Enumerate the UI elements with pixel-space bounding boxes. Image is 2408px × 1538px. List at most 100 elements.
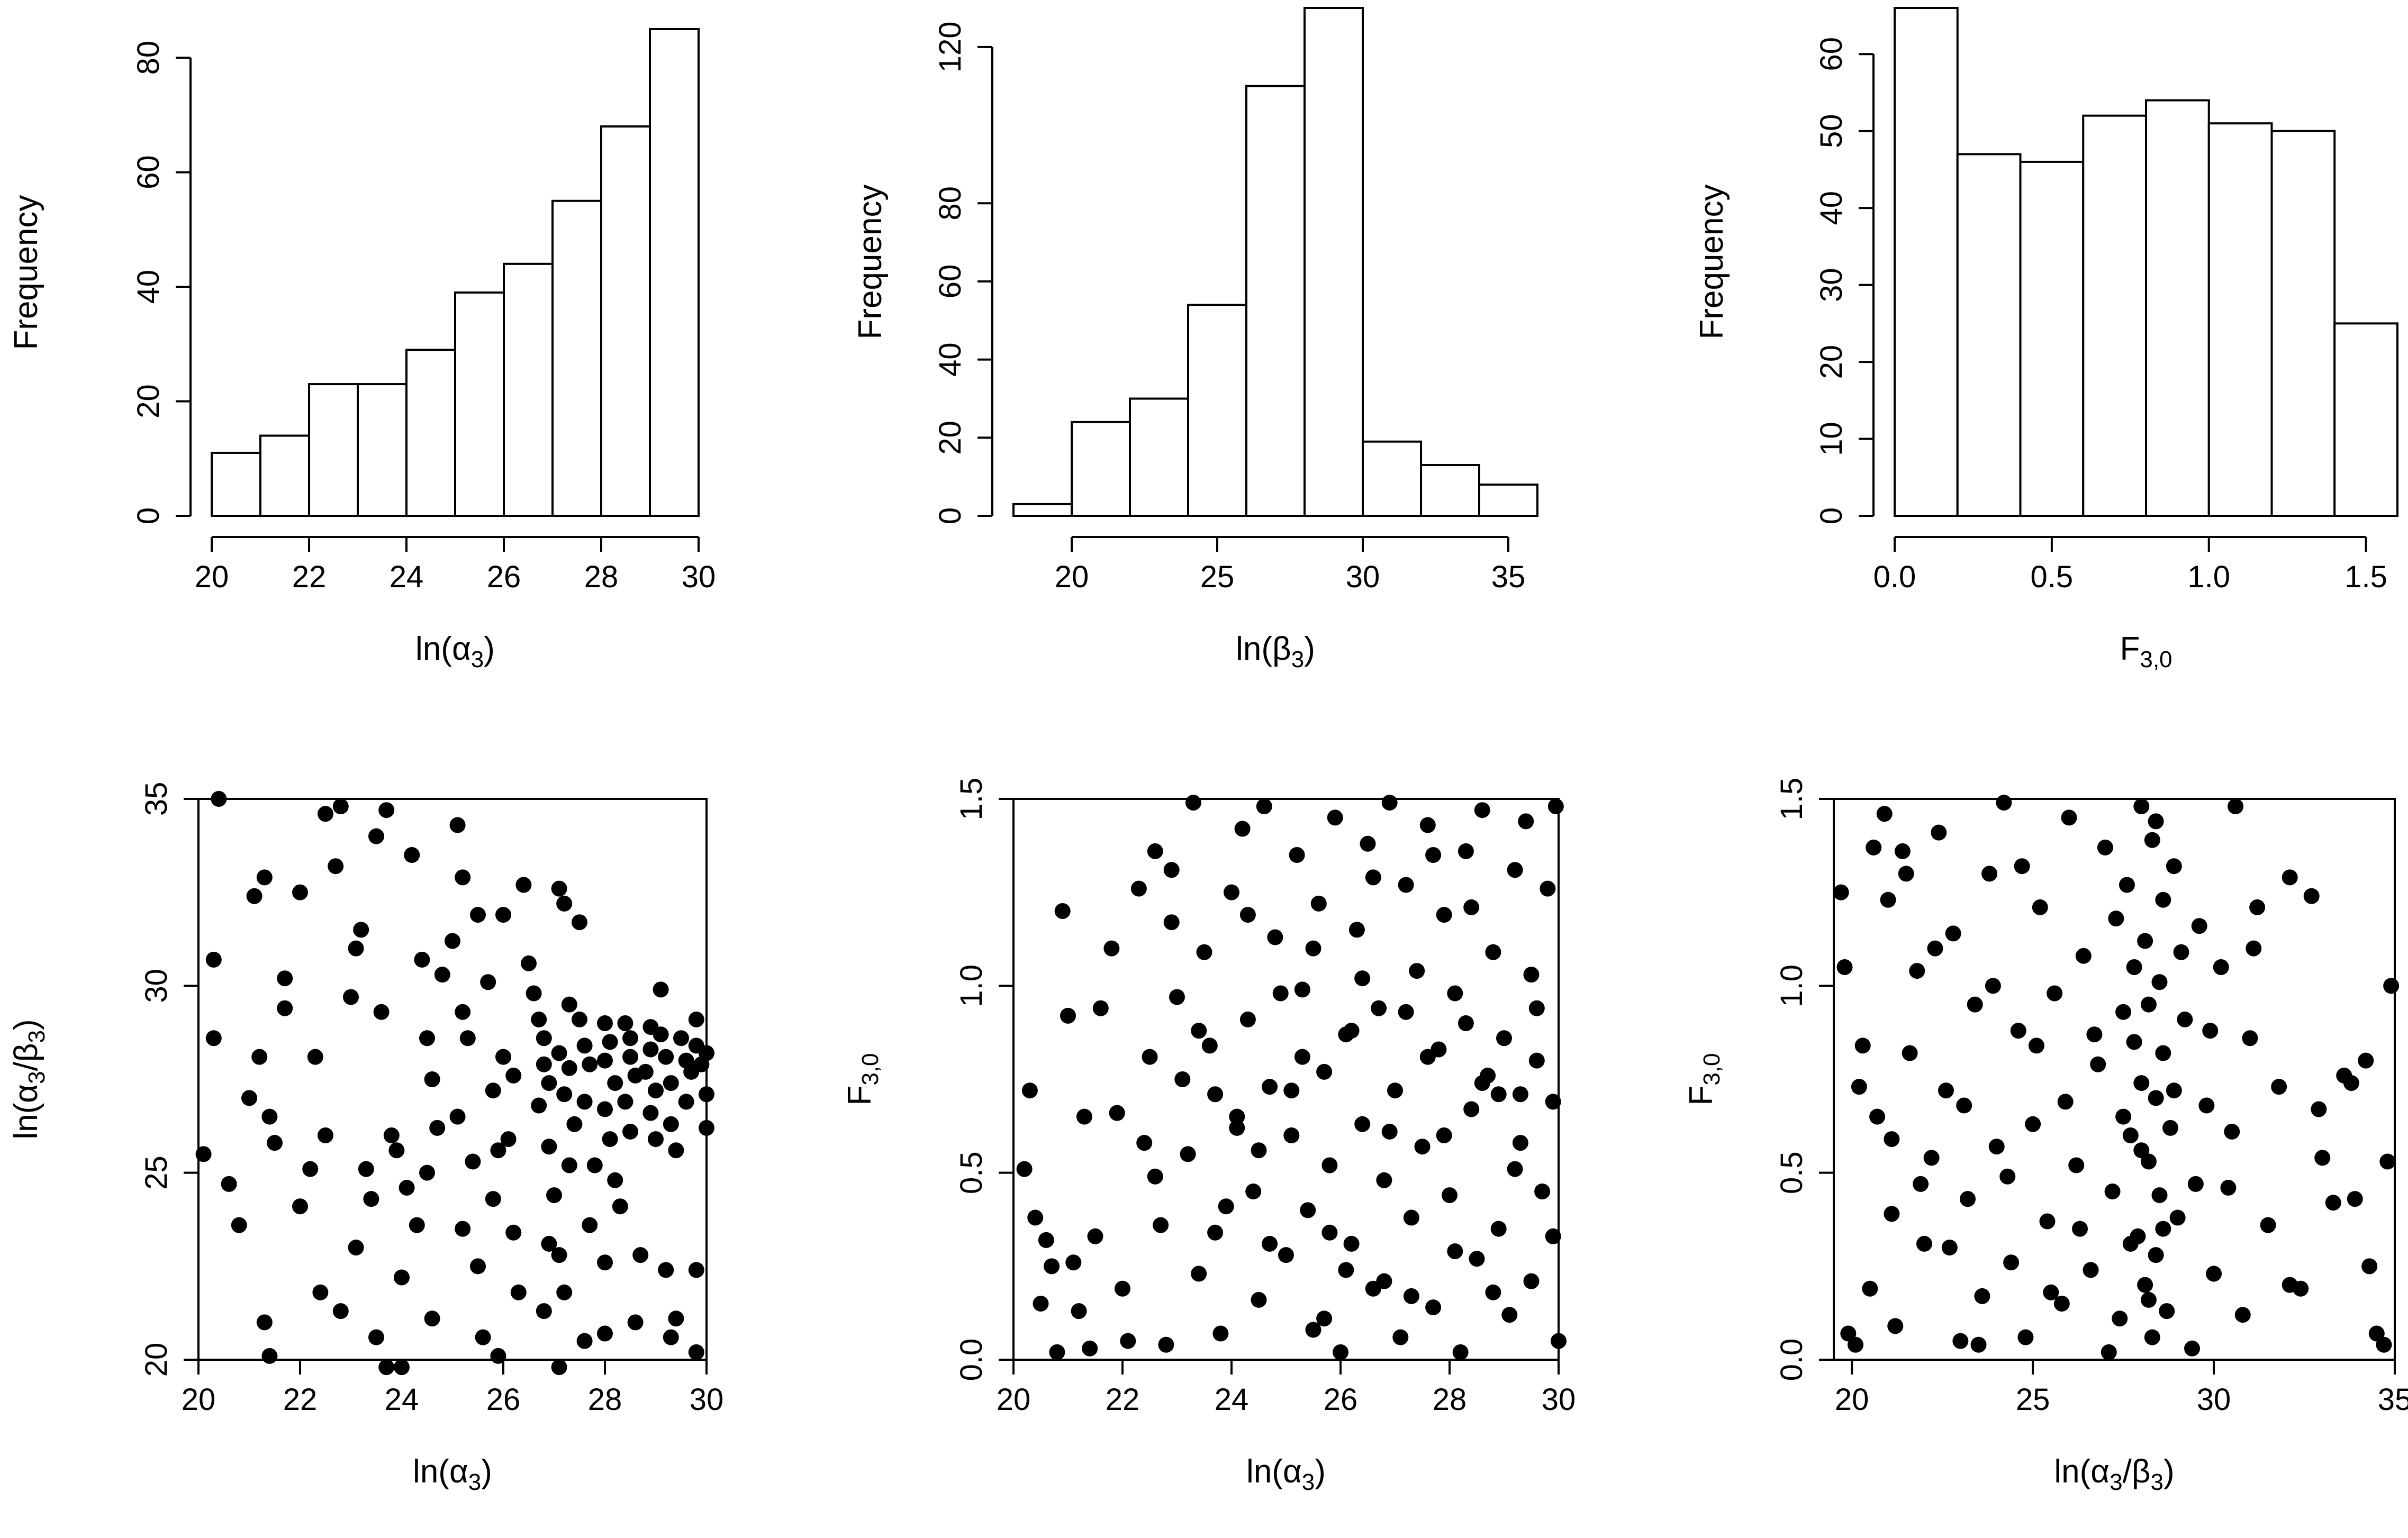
scatter-point [576,1094,593,1110]
scatter-point [1153,1217,1169,1233]
scatter-point [561,1157,577,1173]
scatter-point [1392,1329,1409,1345]
scatter-point [2173,944,2189,960]
scatter-point [1289,847,1305,863]
scatter-point [2119,877,2135,893]
scatter-point [1371,1000,1387,1016]
scatter-point [597,1101,613,1117]
histogram-bar [2082,114,2147,517]
scatter-point [648,1131,664,1148]
histogram-bar [1478,483,1538,517]
scatter-point [2213,959,2229,975]
scatter-point [2097,839,2113,856]
scatter-point [2148,1247,2164,1263]
scatter-point [2057,1094,2074,1110]
scatter-f30-vs-ratio: 20 25 30 35 0.0 0.5 1.0 1.5 ln(α3/β3) F3,0 [1683,778,2408,1495]
scatter-point [1916,1235,1932,1252]
scatter-point [470,1258,486,1275]
scatter-point [348,1240,364,1255]
x-tick-label: 35 [1491,560,1526,594]
scatter-point [556,1086,573,1103]
scatter-point [267,1135,283,1151]
scatter-point [2224,1123,2240,1140]
scatter-point [1485,1284,1501,1300]
y-tick-label: 0.5 [954,1151,989,1194]
y-axis-title: Frequency [1694,185,1730,340]
scatter-point [1403,1209,1419,1226]
scatter-point [1884,1131,1900,1148]
scatter-point [582,1056,598,1072]
scatter-point [2137,1277,2153,1293]
scatter-point [551,1045,567,1061]
y-tick-label: 30 [139,969,174,1003]
scatter-point [1044,1258,1060,1275]
x-tick-label: 22 [283,1382,318,1417]
scatter-point [2028,1038,2044,1054]
scatter-point [1833,884,1849,900]
scatter-point [307,1049,323,1065]
scatter-point [663,1329,679,1345]
scatter-point [2151,1187,2168,1204]
scatter-point [1999,1168,2016,1185]
y-tick-label: 1.0 [1775,964,1809,1007]
scatter-point [2122,1235,2139,1252]
scatter-point [1547,798,1564,815]
scatter-point [597,1015,613,1031]
scatter-point [1496,1030,1512,1046]
scatter-point [1305,940,1321,957]
histogram-bar [1303,7,1364,517]
scatter-point [2325,1195,2341,1211]
scatter-point [1136,1135,1153,1151]
scatter-point [551,880,567,897]
scatter-point [495,907,511,923]
x-tick-label: 26 [486,1382,521,1417]
x-tick-label: 30 [682,560,716,594]
scatter-f30-vs-ln-alpha3: 20 22 24 26 28 30 0.0 0.5 1.0 1.5 ln(α3) F3,0 [841,778,1576,1495]
scatter-point [1523,967,1540,983]
x-tick-label: 20 [182,1382,216,1417]
scatter-point [1409,963,1425,979]
scatter-point [2126,1034,2142,1050]
x-tick-label: 22 [1106,1382,1140,1417]
scatter-point [343,989,359,1005]
scatter-point [1163,862,1180,878]
scatter-point [597,1052,613,1069]
scatter-point [632,1247,649,1263]
histogram-bar [308,383,359,517]
scatter-point [241,1090,257,1106]
x-tick-label: 20 [1055,560,1089,594]
histogram-bar [2145,99,2210,517]
scatter-point [1931,824,1947,841]
histogram-bar [405,349,456,517]
histogram-ln-alpha3: 20 22 24 26 28 30 0 20 40 60 80 ln(α3) Frequency [8,28,716,672]
scatter-point [1234,821,1251,837]
scatter-points [1833,795,2400,1360]
histogram-bar [1420,464,1480,517]
scatter-point [368,828,384,844]
histogram-bar [2207,122,2273,517]
x-tick-label: 25 [1200,560,1235,594]
scatter-point [485,1191,501,1207]
scatter-point [1272,985,1289,1002]
scatter-point [414,951,430,968]
scatter-point [1033,1296,1049,1312]
scatter-point [332,1303,349,1319]
histogram-ln-beta3: 20 25 30 35 0 20 40 60 80 120 ln(β3) Frequency [852,7,1538,672]
x-tick-label: 28 [1433,1382,1467,1417]
y-tick-label: 40 [933,342,967,377]
scatter-point [1988,1139,2005,1155]
scatter-point [1485,944,1501,960]
scatter-point [211,791,227,807]
scatter-point [1201,1038,1218,1054]
scatter-point [2014,858,2030,875]
scatter-point [556,1284,573,1300]
scatter-point [1941,1240,1958,1255]
scatter-point [561,996,577,1013]
scatter-point [2090,1056,2106,1072]
histogram-bar [1071,421,1131,517]
scatter-point [688,1344,704,1360]
scatter-point [648,1082,664,1099]
histogram-bar [211,451,261,517]
scatter-point [2133,798,2150,815]
scatter-point [688,1262,704,1278]
